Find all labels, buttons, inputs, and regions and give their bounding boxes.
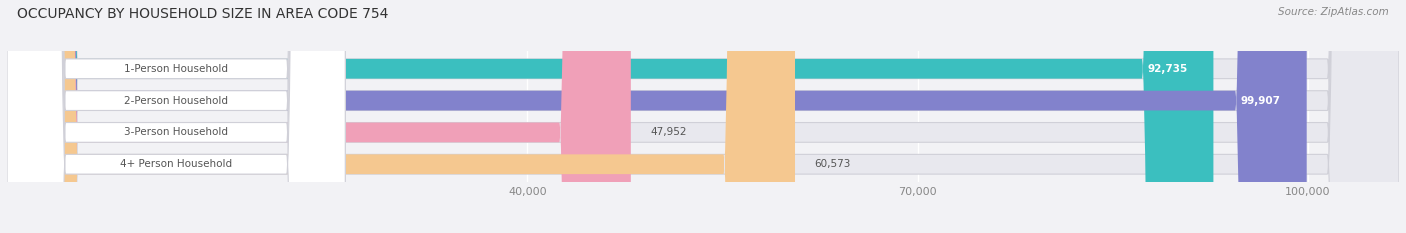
FancyBboxPatch shape — [7, 0, 1306, 233]
FancyBboxPatch shape — [7, 0, 346, 233]
FancyBboxPatch shape — [7, 0, 1399, 233]
FancyBboxPatch shape — [7, 0, 794, 233]
FancyBboxPatch shape — [7, 0, 631, 233]
Text: 1-Person Household: 1-Person Household — [124, 64, 228, 74]
Text: 60,573: 60,573 — [814, 159, 851, 169]
FancyBboxPatch shape — [7, 0, 1213, 233]
FancyBboxPatch shape — [7, 0, 346, 233]
FancyBboxPatch shape — [7, 0, 346, 233]
Text: 2-Person Household: 2-Person Household — [124, 96, 228, 106]
FancyBboxPatch shape — [7, 0, 1399, 233]
Text: OCCUPANCY BY HOUSEHOLD SIZE IN AREA CODE 754: OCCUPANCY BY HOUSEHOLD SIZE IN AREA CODE… — [17, 7, 388, 21]
FancyBboxPatch shape — [7, 0, 346, 233]
FancyBboxPatch shape — [7, 0, 1399, 233]
Text: 99,907: 99,907 — [1240, 96, 1281, 106]
FancyBboxPatch shape — [7, 0, 1399, 233]
Text: 47,952: 47,952 — [651, 127, 688, 137]
Text: Source: ZipAtlas.com: Source: ZipAtlas.com — [1278, 7, 1389, 17]
Text: 92,735: 92,735 — [1147, 64, 1188, 74]
Text: 4+ Person Household: 4+ Person Household — [120, 159, 232, 169]
Text: 3-Person Household: 3-Person Household — [124, 127, 228, 137]
